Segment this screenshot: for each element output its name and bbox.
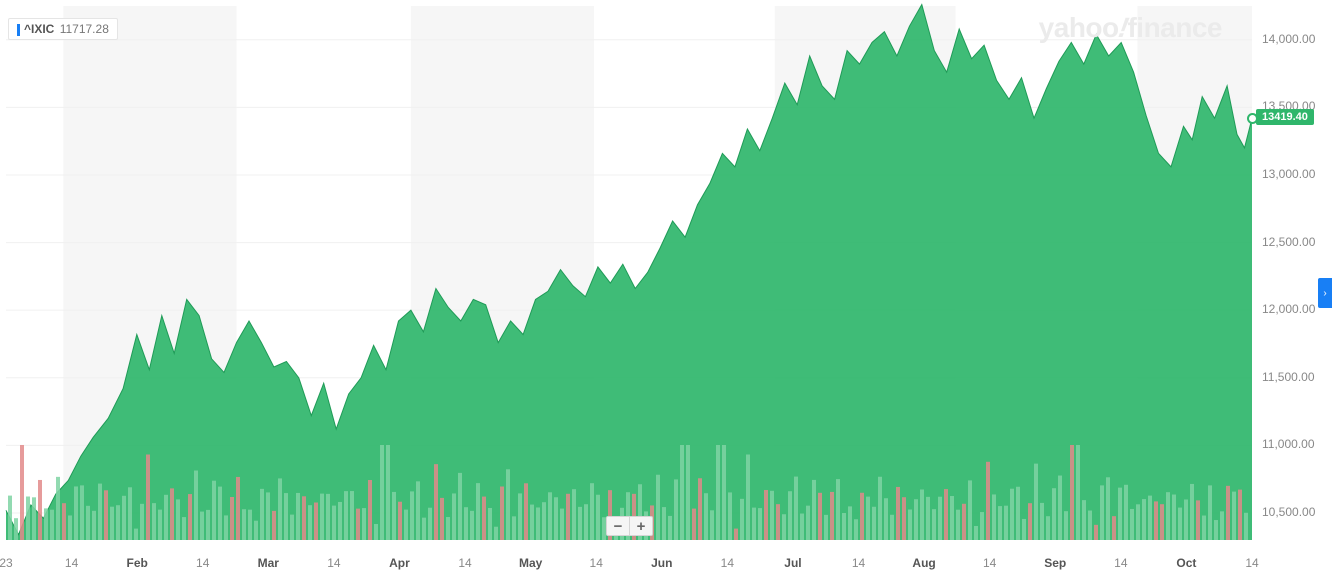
x-tick-label: 14 bbox=[1245, 556, 1258, 570]
x-tick-label: Aug bbox=[912, 556, 935, 570]
chevron-right-icon: › bbox=[1323, 288, 1326, 299]
x-tick-label: Feb bbox=[126, 556, 147, 570]
x-tick-label: Mar bbox=[258, 556, 279, 570]
y-tick-label: 12,500.00 bbox=[1262, 235, 1315, 249]
x-tick-label: 14 bbox=[721, 556, 734, 570]
x-tick-label: 14 bbox=[852, 556, 865, 570]
y-tick-label: 10,500.00 bbox=[1262, 505, 1315, 519]
zoom-out-button[interactable]: − bbox=[607, 517, 629, 535]
ticker-badge[interactable]: ^IXIC 11717.28 bbox=[8, 18, 118, 40]
x-tick-label: 14 bbox=[983, 556, 996, 570]
y-tick-label: 11,000.00 bbox=[1262, 437, 1315, 451]
stock-chart-container: yahoo!finance ^IXIC 11717.28 10,500.00 11… bbox=[0, 0, 1332, 576]
x-tick-label: 14 bbox=[590, 556, 603, 570]
x-tick-label: 14 bbox=[196, 556, 209, 570]
y-tick-label: 13,000.00 bbox=[1262, 167, 1315, 181]
y-tick-label: 12,000.00 bbox=[1262, 302, 1315, 316]
ticker-symbol: ^IXIC bbox=[24, 22, 54, 36]
x-tick-label: 14 bbox=[65, 556, 78, 570]
ticker-value: 11717.28 bbox=[60, 22, 109, 36]
x-tick-label: 14 bbox=[327, 556, 340, 570]
watermark-text-a: yahoo bbox=[1039, 12, 1119, 43]
watermark-text-b: finance bbox=[1127, 12, 1222, 43]
x-tick-label: Apr bbox=[389, 556, 410, 570]
current-price-flag: 13419.40 bbox=[1256, 109, 1314, 125]
zoom-controls: − + bbox=[606, 516, 653, 536]
price-chart-svg[interactable] bbox=[0, 0, 1332, 576]
current-price-value: 13419.40 bbox=[1262, 111, 1308, 123]
x-tick-label: 23 bbox=[0, 556, 13, 570]
x-tick-label: 14 bbox=[458, 556, 471, 570]
x-tick-label: Jul bbox=[784, 556, 801, 570]
y-tick-label: 14,000.00 bbox=[1262, 32, 1315, 46]
zoom-in-button[interactable]: + bbox=[629, 517, 652, 535]
x-tick-label: Oct bbox=[1176, 556, 1196, 570]
y-tick-label: 11,500.00 bbox=[1262, 370, 1315, 384]
yahoo-finance-watermark: yahoo!finance bbox=[1039, 12, 1222, 44]
ticker-color-bar bbox=[17, 24, 20, 36]
x-tick-label: May bbox=[519, 556, 542, 570]
x-tick-label: Jun bbox=[651, 556, 672, 570]
x-tick-label: Sep bbox=[1044, 556, 1066, 570]
x-tick-label: 14 bbox=[1114, 556, 1127, 570]
side-expand-tab[interactable]: › bbox=[1318, 278, 1332, 308]
